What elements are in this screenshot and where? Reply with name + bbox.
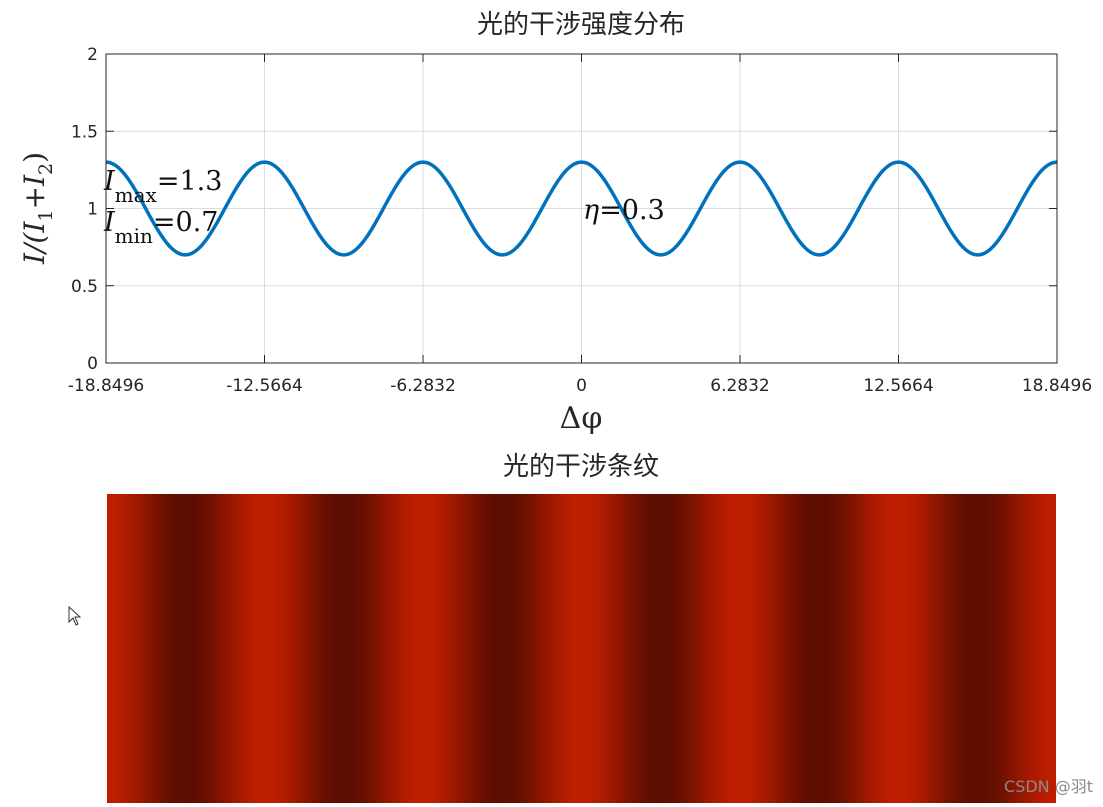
x-tick-label: 0 <box>576 376 587 396</box>
x-tick-label: -18.8496 <box>68 376 144 396</box>
x-tick-label: -6.2832 <box>390 376 456 396</box>
y-tick-label: 0.5 <box>71 277 98 297</box>
ticks <box>105 53 1058 364</box>
y-tick-label: 2 <box>87 45 98 65</box>
y-tick-label: 1 <box>87 200 98 220</box>
annotation-eta: η=0.3 <box>583 195 665 226</box>
mouse-cursor-icon <box>68 606 82 626</box>
series-line-intensity <box>105 160 1058 257</box>
x-tick-label: 18.8496 <box>1022 376 1092 396</box>
fringe-chart: 光的干涉条纹 <box>107 452 1056 803</box>
x-tick-label: -12.5664 <box>226 376 302 396</box>
x-tick-label: 6.2832 <box>710 376 769 396</box>
y-axis-label: I/(I1+I2) <box>18 152 57 265</box>
y-tick-labels: 0 0.5 1 1.5 2 <box>71 45 98 374</box>
x-axis-label: Δφ <box>560 401 603 436</box>
fringe-pattern <box>107 494 1056 803</box>
y-tick-label: 1.5 <box>71 122 98 142</box>
y-tick-label: 0 <box>87 354 98 374</box>
intensity-chart: 光的干涉强度分布 -18.8496 -12.5664 -6.2832 0 6.2832 1… <box>18 10 1092 436</box>
chart-title-fringe: 光的干涉条纹 <box>503 452 659 482</box>
annotation-imin: Imin=0.7 <box>103 207 218 248</box>
annotation-imax: Imax=1.3 <box>103 166 222 207</box>
x-tick-labels: -18.8496 -12.5664 -6.2832 0 6.2832 12.5664 18.… <box>68 376 1092 396</box>
chart-title-intensity: 光的干涉强度分布 <box>477 10 685 40</box>
x-tick-label: 12.5664 <box>863 376 933 396</box>
watermark: CSDN @羽t <box>1004 777 1093 796</box>
